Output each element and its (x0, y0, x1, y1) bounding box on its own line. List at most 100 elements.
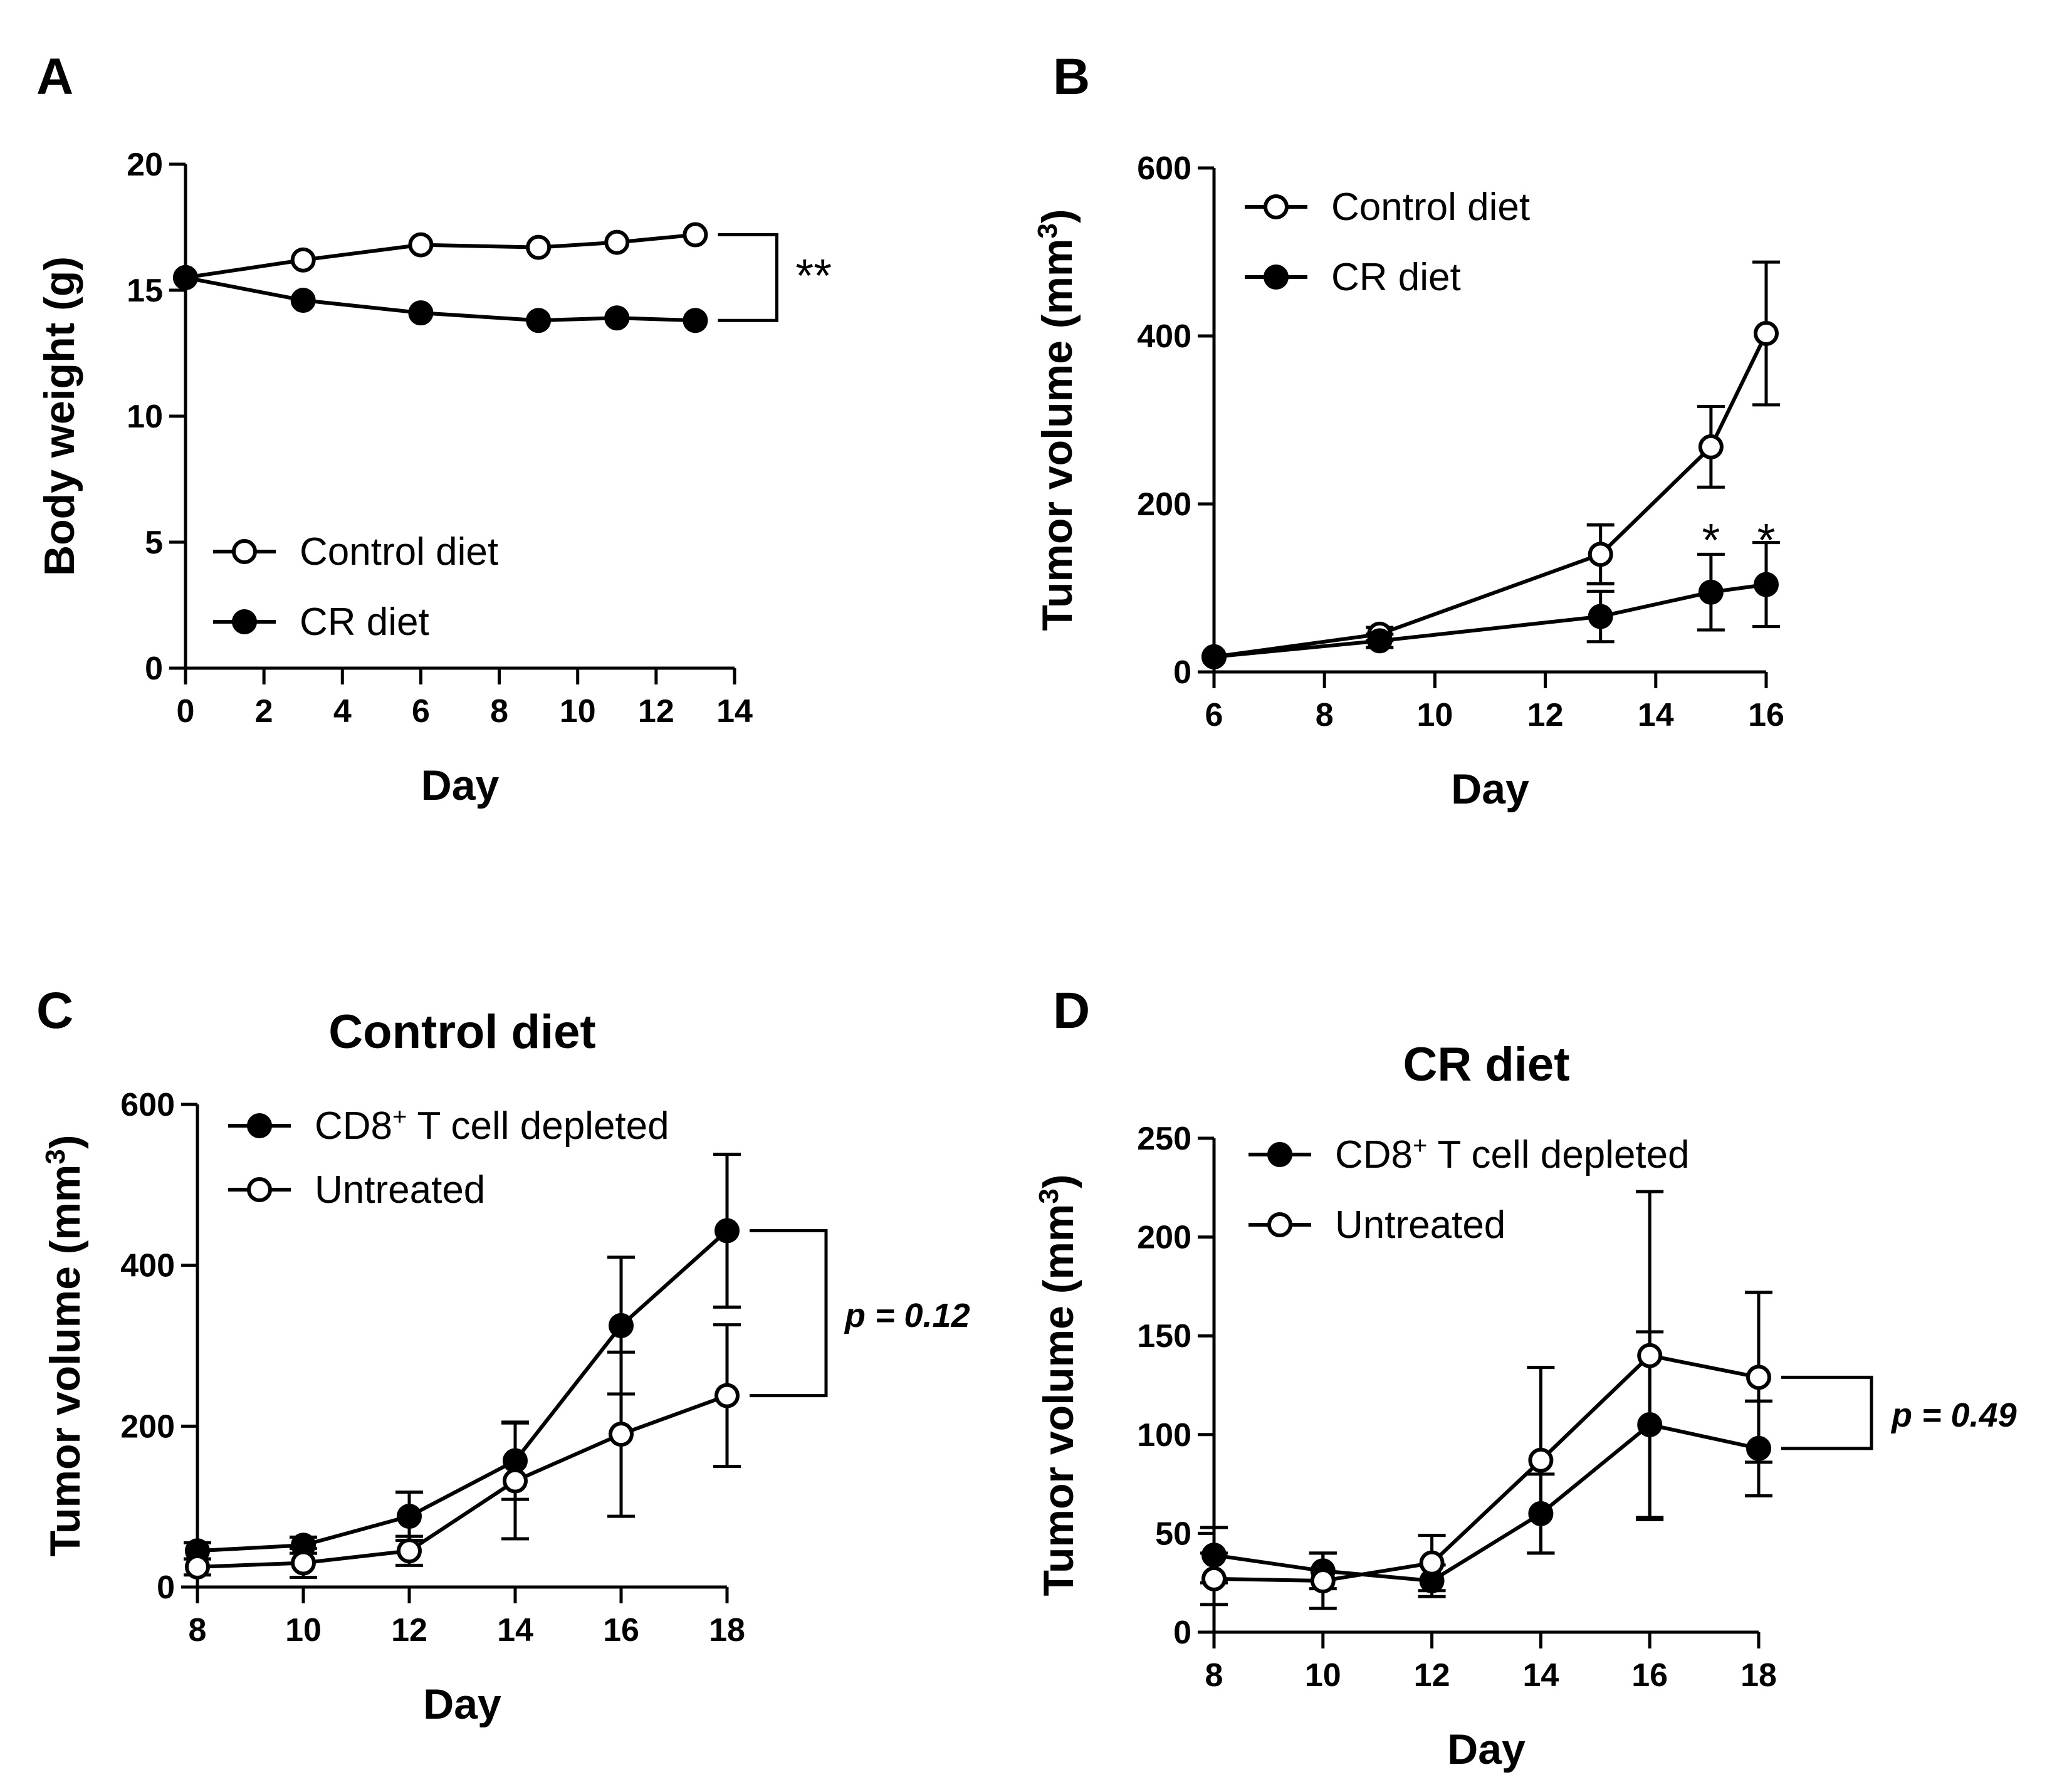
legend-entry: Untreated (1248, 1203, 1505, 1247)
legend-marker (247, 1177, 272, 1202)
series-line (185, 275, 696, 323)
series-line (1213, 1353, 1759, 1583)
legend-marker (247, 1113, 272, 1138)
x-tick-label: 14 (497, 1612, 533, 1648)
y-axis-label-end: ) (1035, 1174, 1082, 1188)
series-line (1213, 1422, 1759, 1583)
legend-label: Untreated (1335, 1203, 1505, 1247)
data-point (1419, 1550, 1445, 1576)
data-point (290, 288, 316, 313)
x-tick-label: 10 (285, 1612, 322, 1648)
significance-star: * (1702, 514, 1720, 566)
panel-label: A (36, 48, 73, 105)
data-point (408, 232, 434, 258)
x-tick-label: 6 (412, 693, 430, 730)
x-tick-label: 8 (490, 693, 508, 730)
x-tick-label: 12 (391, 1612, 427, 1648)
data-point (683, 222, 708, 248)
y-axis-label-text: Tumor volume (mm (1034, 239, 1081, 631)
x-tick-label: 4 (333, 693, 352, 730)
y-axis-label: Tumor volume (mm3) (1032, 209, 1082, 631)
legend-label: CR diet (300, 600, 429, 644)
y-tick-label: 15 (127, 273, 163, 309)
y-axis-label-text: Tumor volume (mm (41, 1165, 89, 1557)
x-tick-label: 16 (1631, 1657, 1668, 1694)
panel-label: D (1053, 982, 1090, 1039)
data-point (503, 1468, 528, 1494)
x-tick-label: 10 (560, 693, 596, 730)
series-open (1200, 1190, 1772, 1610)
significance-bracket (750, 1229, 828, 1398)
data-point (609, 1313, 634, 1338)
y-axis-label: Body weight (g) (36, 256, 83, 576)
x-tick-label: 16 (603, 1612, 639, 1648)
significance-label: p = 0.49 (1890, 1396, 2017, 1434)
series-open (173, 222, 708, 290)
x-tick-label: 14 (1638, 697, 1674, 733)
y-tick-label: 400 (1137, 318, 1191, 355)
legend-entry: Control diet (213, 530, 498, 574)
panel-d: D CR diet 0 50 100 150 200 250 8 10 12 14 16 18 Day Tum… (1034, 982, 2017, 1773)
y-tick-label: 5 (145, 525, 163, 561)
legend-entry: CD8+ T cell depleted (1248, 1132, 1690, 1176)
data-point (290, 247, 316, 273)
legend-marker (232, 609, 257, 634)
chart-title: CR diet (1403, 1038, 1570, 1091)
legend-marker (1267, 1212, 1292, 1237)
legend-label: Untreated (315, 1168, 485, 1212)
data-point (1754, 320, 1779, 346)
data-point (397, 1538, 422, 1564)
y-axis-label-end: ) (1034, 209, 1081, 223)
x-axis-label: Day (1451, 765, 1529, 813)
data-point (1528, 1447, 1554, 1473)
legend-label-text: CR diet (300, 600, 429, 644)
legend-label: CD8+ T cell depleted (1335, 1132, 1690, 1176)
x-tick-label: 18 (1740, 1657, 1777, 1694)
y-tick-label: 200 (1137, 486, 1191, 523)
y-tick-label: 600 (120, 1087, 175, 1123)
legend-entry: Control diet (1245, 186, 1530, 229)
data-point (1637, 1343, 1663, 1368)
x-tick-label: 16 (1748, 697, 1784, 733)
data-point (1310, 1568, 1336, 1594)
x-tick-label: 10 (1305, 1657, 1341, 1694)
x-tick-label: 14 (716, 693, 753, 730)
x-tick-label: 8 (1316, 697, 1334, 733)
legend-entry: Untreated (228, 1168, 485, 1212)
data-point (609, 1422, 634, 1447)
legend-marker (1264, 194, 1289, 219)
series-open (1201, 260, 1780, 669)
y-axis-label-text: Body weight (g) (36, 256, 83, 576)
x-tick-label: 12 (638, 693, 674, 730)
y-tick-label: 150 (1137, 1318, 1191, 1354)
y-tick-label: 10 (127, 399, 163, 435)
legend-entry: CR diet (1245, 256, 1461, 299)
significance-bracket (718, 233, 778, 322)
data-point (173, 265, 198, 290)
y-tick-label: 600 (1137, 150, 1191, 187)
data-point (604, 305, 630, 331)
y-tick-label: 200 (120, 1408, 175, 1445)
data-point (1698, 579, 1724, 605)
x-axis-label: Day (1447, 1726, 1526, 1773)
x-tick-label: 6 (1205, 697, 1223, 733)
series-filled (184, 1153, 741, 1564)
legend-label-text: CR diet (1331, 256, 1461, 299)
x-axis-label: Day (423, 1680, 501, 1728)
x-tick-label: 0 (177, 693, 195, 730)
data-point (683, 308, 708, 333)
legend-label-text: Untreated (1335, 1203, 1505, 1247)
y-tick-label: 20 (127, 147, 163, 183)
legend-label: Control diet (300, 530, 498, 574)
significance-bracket (1781, 1375, 1873, 1450)
data-point (1201, 1566, 1227, 1591)
data-point (1588, 542, 1613, 567)
data-point (408, 300, 434, 326)
data-point (526, 308, 552, 333)
series-filled (173, 265, 708, 333)
y-axis-label: Tumor volume (mm3) (1034, 1174, 1083, 1596)
x-tick-label: 18 (709, 1612, 745, 1648)
y-tick-label: 0 (145, 651, 163, 687)
y-axis-label-sup: 3 (1032, 223, 1063, 238)
